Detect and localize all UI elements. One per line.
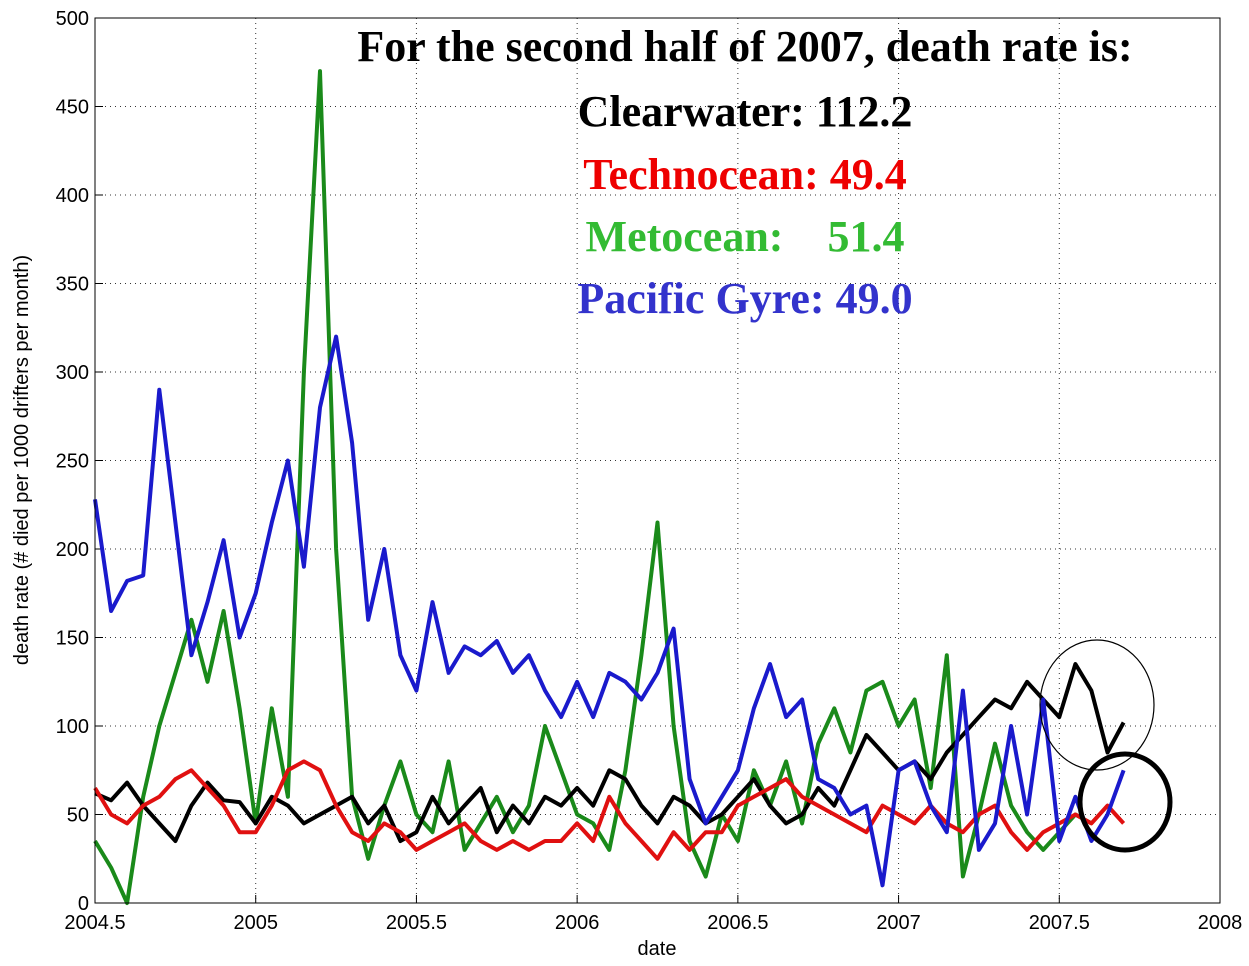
- plot-area: [95, 18, 1220, 903]
- y-tick-label: 150: [56, 628, 89, 650]
- annotation: Pacific Gyre: 49.0: [577, 274, 912, 323]
- y-tick-label: 400: [56, 185, 89, 207]
- highlight-circle: [1039, 639, 1155, 771]
- annotation: For the second half of 2007, death rate …: [357, 22, 1132, 71]
- plot-frame: [94, 17, 1221, 904]
- y-tick-label: 250: [56, 451, 89, 473]
- x-tick-label: 2004.5: [64, 912, 125, 934]
- annotation: Metocean: 51.4: [586, 212, 905, 261]
- y-tick-label: 100: [56, 716, 89, 738]
- data-line: [93, 759, 1126, 861]
- x-axis-label: date: [638, 938, 677, 960]
- y-tick-label: 200: [56, 539, 89, 561]
- y-tick-label: 0: [78, 893, 89, 915]
- data-line: [94, 662, 1126, 843]
- lines: [93, 69, 1126, 905]
- y-tick-label: 450: [56, 97, 89, 119]
- y-tick-label: 50: [67, 805, 89, 827]
- x-tick-label: 2005.5: [386, 912, 447, 934]
- data-line: [93, 69, 1093, 905]
- x-tick-label: 2007.5: [1029, 912, 1090, 934]
- x-tick-label: 2007: [876, 912, 921, 934]
- y-tick-label: 500: [56, 8, 89, 30]
- x-tick-label: 2008: [1198, 912, 1243, 934]
- y-tick-label: 350: [56, 274, 89, 296]
- annotation: Technocean: 49.4: [583, 150, 907, 199]
- x-tick-label: 2006: [555, 912, 600, 934]
- highlight-circle: [1077, 751, 1173, 853]
- annotation: Clearwater: 112.2: [578, 87, 913, 136]
- y-axis-label: death rate (# died per 1000 drifters per…: [11, 255, 33, 665]
- y-tick-label: 300: [56, 362, 89, 384]
- data-line: [93, 334, 1126, 888]
- x-tick-label: 2005: [233, 912, 278, 934]
- x-tick-label: 2006.5: [707, 912, 768, 934]
